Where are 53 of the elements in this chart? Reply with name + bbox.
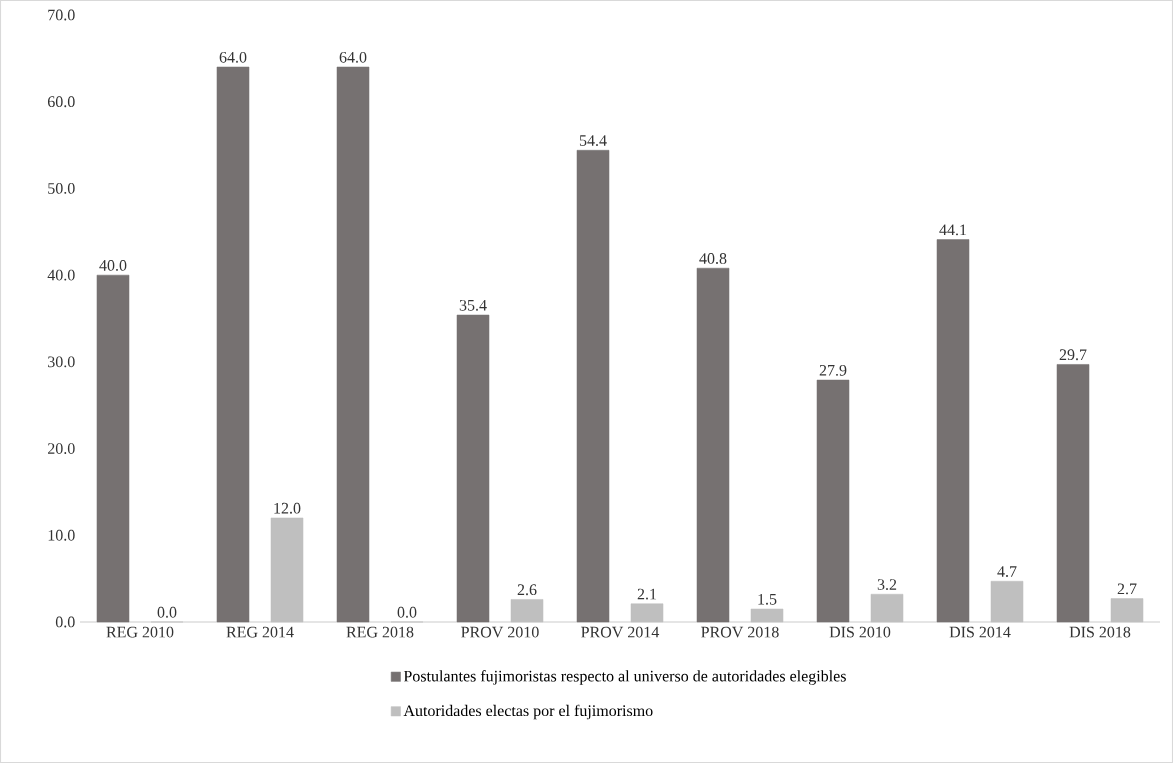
y-tick-label: 30.0: [48, 356, 75, 368]
y-tick-label: 0.0: [55, 616, 75, 628]
bar: [936, 239, 970, 623]
data-label: 2.7: [1117, 583, 1137, 595]
data-label: 27.9: [819, 364, 847, 376]
bar: [336, 66, 370, 623]
x-tick-label: PROV 2014: [581, 626, 660, 638]
data-label: 12.0: [274, 502, 301, 514]
bar: [750, 608, 784, 623]
x-tick-label: PROV 2010: [461, 626, 539, 638]
bar: [630, 603, 664, 623]
data-label: 1.5: [758, 593, 777, 605]
bar: [1056, 364, 1090, 623]
bar: [456, 314, 490, 623]
data-label: 3.2: [877, 579, 897, 590]
x-tick-label: DIS 2010: [829, 626, 891, 638]
y-tick-label: 40.0: [47, 269, 75, 281]
data-label: 0.0: [157, 606, 177, 618]
y-tick-label: 20.0: [48, 443, 75, 455]
data-label: 64.0: [219, 51, 247, 63]
y-tick-label: 10.0: [48, 529, 75, 541]
bar: [1110, 598, 1144, 623]
y-tick-label: 50.0: [48, 182, 75, 194]
data-label: 64.0: [339, 51, 367, 63]
x-tick-label: DIS 2014: [949, 626, 1011, 638]
x-tick-label: REG 2014: [226, 626, 294, 638]
data-label: 35.4: [459, 299, 487, 311]
x-tick-label: REG 2018: [346, 626, 414, 638]
bar: [576, 150, 610, 623]
bar: [216, 66, 250, 623]
bar: [96, 274, 130, 623]
x-tick-label: REG 2010: [106, 626, 174, 638]
data-label: 4.7: [997, 566, 1017, 577]
data-label: 44.1: [939, 224, 967, 236]
data-label: 2.6: [517, 584, 537, 596]
data-label: 0.0: [397, 606, 417, 618]
data-label: 40.8: [699, 253, 727, 264]
legend-label: Postulantes fujimoristas respecto al universo de autoridades elegibles: [403, 670, 846, 685]
y-tick-label: 70.0: [48, 9, 75, 21]
data-label: 54.4: [579, 135, 607, 147]
bar: [270, 517, 304, 623]
y-tick-label: 60.0: [47, 96, 75, 108]
bar: [870, 593, 904, 623]
data-label: 29.7: [1059, 349, 1087, 361]
data-label: 40.0: [99, 260, 127, 271]
bar: [510, 599, 544, 623]
data-label: 2.1: [637, 588, 657, 600]
x-tick-label: PROV 2018: [701, 626, 779, 638]
bar: [696, 267, 730, 623]
legend-label: Autoridades electas por el fujimorismo: [403, 704, 653, 720]
bar: [990, 580, 1024, 623]
x-tick-label: DIS 2018: [1069, 626, 1131, 638]
bar: [816, 379, 850, 623]
